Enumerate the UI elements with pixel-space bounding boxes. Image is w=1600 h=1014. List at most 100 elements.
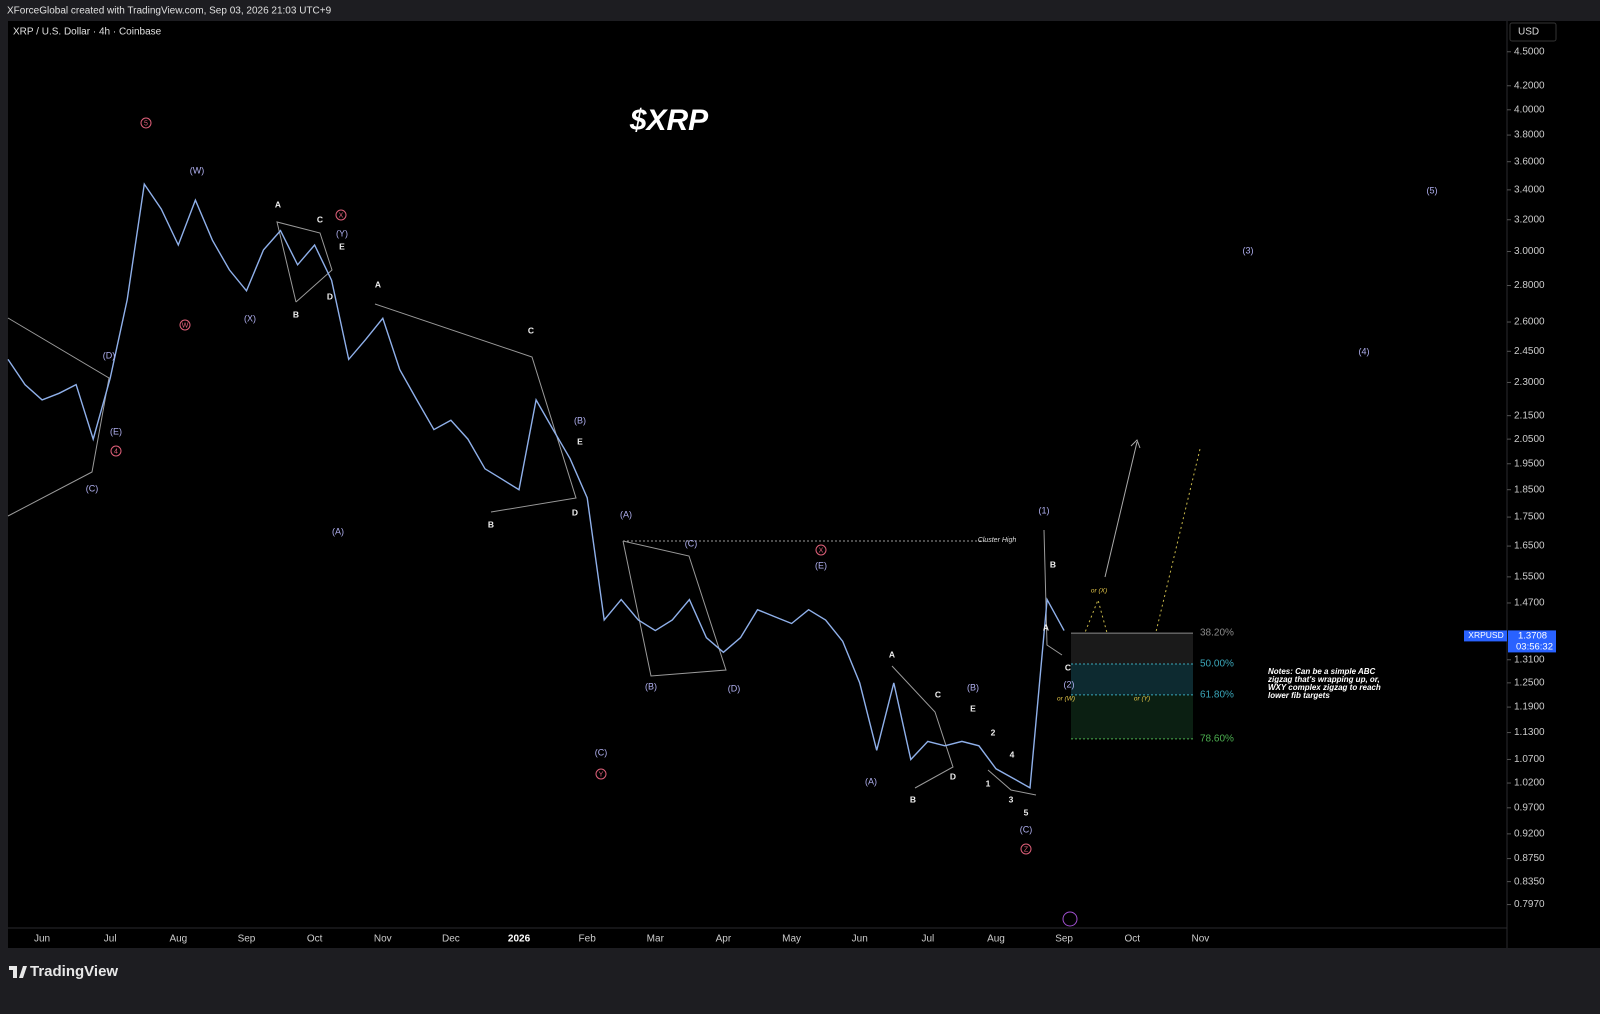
x-tick-label: Sep: [1055, 934, 1073, 945]
cycle-label: 4: [114, 448, 118, 455]
wave-label: (4): [1359, 346, 1370, 356]
cycle-label: X: [339, 212, 344, 219]
wave-label: (C): [595, 747, 608, 757]
y-tick-label: 0.8350: [1514, 876, 1545, 887]
wave-label: (B): [574, 415, 586, 425]
y-tick-label: 1.7500: [1514, 512, 1545, 523]
projection: [1104, 441, 1138, 578]
y-tick-label: 0.9200: [1514, 829, 1545, 840]
sub-wave-label: 1: [986, 778, 991, 788]
symbol-tag: [1464, 630, 1507, 642]
cycle-label: 5: [144, 120, 148, 127]
cycle-ring: [140, 117, 152, 129]
x-tick-label: Aug: [987, 934, 1005, 945]
wave-label: (C): [685, 538, 698, 548]
cycle-ring: [335, 209, 347, 221]
wave-label: (C): [86, 483, 99, 493]
x-tick-label: Mar: [647, 934, 665, 945]
x-tick-label: 2026: [508, 934, 531, 945]
cycle-ring: [179, 319, 191, 331]
wave-label: (2): [1064, 679, 1075, 689]
triangle: [276, 221, 333, 303]
y-tick-label: 1.6500: [1514, 541, 1545, 552]
price-line: [7, 182, 1065, 790]
realtime-icon[interactable]: [1062, 911, 1078, 927]
y-tick-label: 1.4700: [1514, 598, 1545, 609]
wave-label: (3): [1243, 245, 1254, 255]
x-tick-label: Oct: [1124, 934, 1140, 945]
sub-wave-label: E: [577, 436, 583, 446]
y-tick-label: 4.5000: [1514, 46, 1545, 57]
x-tick-label: Sep: [238, 934, 256, 945]
sub-wave-label: B: [910, 794, 916, 804]
y-tick-label: 2.6000: [1514, 317, 1545, 328]
fib-zone: [1071, 694, 1193, 739]
y-tick-label: 1.3100: [1514, 654, 1545, 665]
brand: TradingView: [9, 963, 118, 980]
footer: [0, 948, 1600, 1014]
x-tick-label: Jul: [921, 934, 934, 945]
cycle-ring: [815, 544, 827, 556]
sub-wave-label: D: [327, 291, 333, 301]
sub-wave-label: A: [889, 649, 895, 659]
y-tick-label: 1.2500: [1514, 677, 1545, 688]
sub-wave-label: E: [970, 703, 976, 713]
x-tick-label: Feb: [579, 934, 597, 945]
notes-box: Notes: Can be a simple ABC zigzag that's…: [1268, 668, 1381, 700]
wedge: [622, 540, 727, 677]
y-tick-label: 0.7970: [1514, 899, 1545, 910]
x-tick-label: Jun: [852, 934, 868, 945]
y-tick-label: 0.8750: [1514, 853, 1545, 864]
price-tag: [1508, 630, 1556, 653]
top-bar: [0, 0, 1600, 21]
fib-zone: [1071, 633, 1193, 664]
cycle-ring: [1020, 843, 1032, 855]
cycle-label: X: [819, 547, 824, 554]
wave-label: (1): [1039, 505, 1050, 515]
wedge: [891, 665, 954, 789]
fib-label: 50.00%: [1200, 659, 1234, 670]
sub-wave-label: E: [339, 241, 345, 251]
sub-wave-label: 2: [991, 727, 996, 737]
cluster-label: Cluster High: [978, 537, 1017, 544]
x-tick-label: Nov: [374, 934, 392, 945]
x-tick-label: Nov: [1191, 934, 1209, 945]
fib-label: 61.80%: [1200, 690, 1234, 701]
wave-label: (B): [645, 681, 657, 691]
x-tick-label: Apr: [716, 934, 732, 945]
sub-wave-label: D: [950, 771, 956, 781]
fib-label: 78.60%: [1200, 734, 1234, 745]
alt-wave-label: or (W): [1057, 696, 1075, 703]
y-tick-label: 2.1500: [1514, 410, 1545, 421]
y-tick-label: 2.8000: [1514, 280, 1545, 291]
wedge: [1043, 529, 1063, 656]
wedge: [987, 769, 1037, 796]
chart-title: $XRP: [629, 104, 709, 137]
wave-label: (D): [103, 350, 116, 360]
cycle-ring: [595, 768, 607, 780]
symbol-tag-label: XRPUSD: [1468, 630, 1503, 640]
cycle-label: Z: [1024, 846, 1029, 853]
currency-box[interactable]: [1509, 22, 1557, 42]
y-tick-label: 3.4000: [1514, 185, 1545, 196]
sub-wave-label: C: [1065, 662, 1071, 672]
pattern-lines: [7, 221, 1201, 796]
triangle: [7, 317, 110, 517]
y-tick-label: 1.1900: [1514, 702, 1545, 713]
sub-wave-label: B: [293, 309, 299, 319]
wedge: [374, 303, 577, 513]
wave-label: (X): [244, 313, 256, 323]
alt-wave-label: or (X): [1091, 588, 1107, 595]
cycle-label: Y: [599, 771, 604, 778]
y-tick-label: 1.0200: [1514, 778, 1545, 789]
y-tick-label: 2.4500: [1514, 346, 1545, 357]
y-tick-label: 3.8000: [1514, 130, 1545, 141]
cycle-ring: [110, 445, 122, 457]
sub-wave-label: B: [1050, 559, 1056, 569]
sub-wave-label: 3: [1009, 794, 1014, 804]
icon-ring: [1062, 911, 1078, 927]
y-tick-label: 4.0000: [1514, 104, 1545, 115]
x-tick-label: Jun: [34, 934, 50, 945]
